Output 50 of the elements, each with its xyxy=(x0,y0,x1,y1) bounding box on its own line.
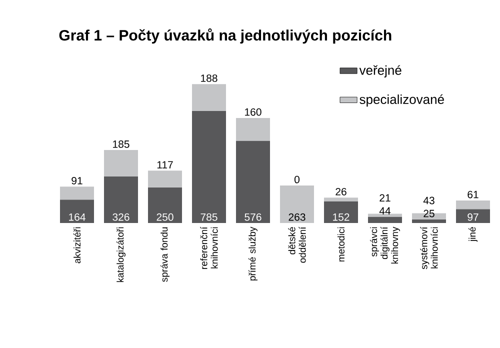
x-tick-label: správci digitální knihovny xyxy=(370,226,400,264)
data-label: 152 xyxy=(333,213,350,221)
bar xyxy=(148,187,182,223)
bar xyxy=(192,84,226,111)
data-label: 91 xyxy=(72,176,82,184)
legend-label: veřejné xyxy=(359,65,402,78)
data-label: 44 xyxy=(379,207,391,215)
bar xyxy=(412,219,446,223)
x-tick-label: referenční knihovníci xyxy=(200,226,218,269)
bar xyxy=(192,110,226,223)
bar xyxy=(236,140,270,223)
x-tick-label: metodici xyxy=(338,227,344,262)
legend-label: specializované xyxy=(360,94,444,107)
x-tick-label: katalogizátoři xyxy=(116,227,126,282)
data-label: 185 xyxy=(113,140,130,148)
chart-title: Graf 1 – Počty úvazků na jednotlivých pozicích xyxy=(59,28,392,44)
data-label: 21 xyxy=(380,194,390,202)
data-label: 160 xyxy=(245,108,262,116)
bar xyxy=(236,118,270,141)
bar xyxy=(324,198,358,202)
bar xyxy=(104,176,138,223)
data-label: 117 xyxy=(157,161,173,168)
data-label: 263 xyxy=(288,213,306,221)
data-label: 576 xyxy=(244,213,262,221)
x-tick-label: správa fondu xyxy=(160,227,170,282)
x-tick-label: systémoví knihovníci xyxy=(420,226,438,270)
bar xyxy=(324,201,358,223)
data-label: 326 xyxy=(112,213,130,221)
x-tick-label: dětské oddělení xyxy=(288,226,306,263)
bar xyxy=(456,209,490,223)
data-label: 61 xyxy=(468,190,478,198)
data-label: 26 xyxy=(336,188,346,196)
bar xyxy=(104,150,138,176)
x-tick-label: akvizitéři xyxy=(73,227,81,264)
data-label: 97 xyxy=(468,213,478,221)
data-label: 43 xyxy=(423,196,434,204)
x-tick-label: jiné xyxy=(468,227,478,242)
x-tick-label: přímé služby xyxy=(248,226,258,280)
bar xyxy=(368,216,402,223)
bar xyxy=(148,170,182,188)
bar xyxy=(368,214,402,217)
data-label: 0 xyxy=(294,176,300,184)
data-label: 164 xyxy=(69,213,86,221)
bar xyxy=(60,186,94,200)
data-label: 250 xyxy=(156,213,174,221)
bar xyxy=(60,200,94,223)
data-label: 25 xyxy=(424,210,434,218)
data-label: 188 xyxy=(201,74,218,82)
bar xyxy=(456,200,490,210)
data-label: 785 xyxy=(200,213,218,221)
